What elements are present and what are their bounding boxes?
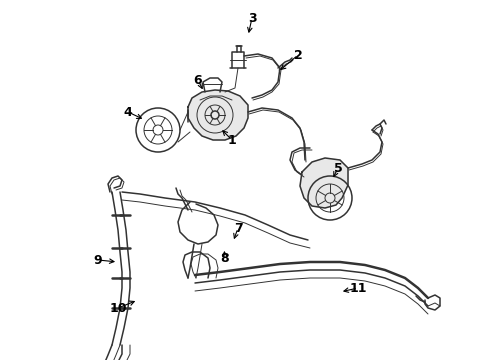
Text: 5: 5 [334,162,343,175]
Polygon shape [188,90,248,140]
Text: 2: 2 [294,49,302,62]
Text: 4: 4 [123,105,132,118]
Text: 10: 10 [109,302,127,315]
Text: 11: 11 [349,282,367,294]
Polygon shape [300,158,348,208]
Text: 8: 8 [220,252,229,265]
Text: 1: 1 [228,134,236,147]
Text: 7: 7 [234,221,243,234]
Text: 3: 3 [247,12,256,24]
Text: 9: 9 [94,253,102,266]
Text: 6: 6 [194,73,202,86]
